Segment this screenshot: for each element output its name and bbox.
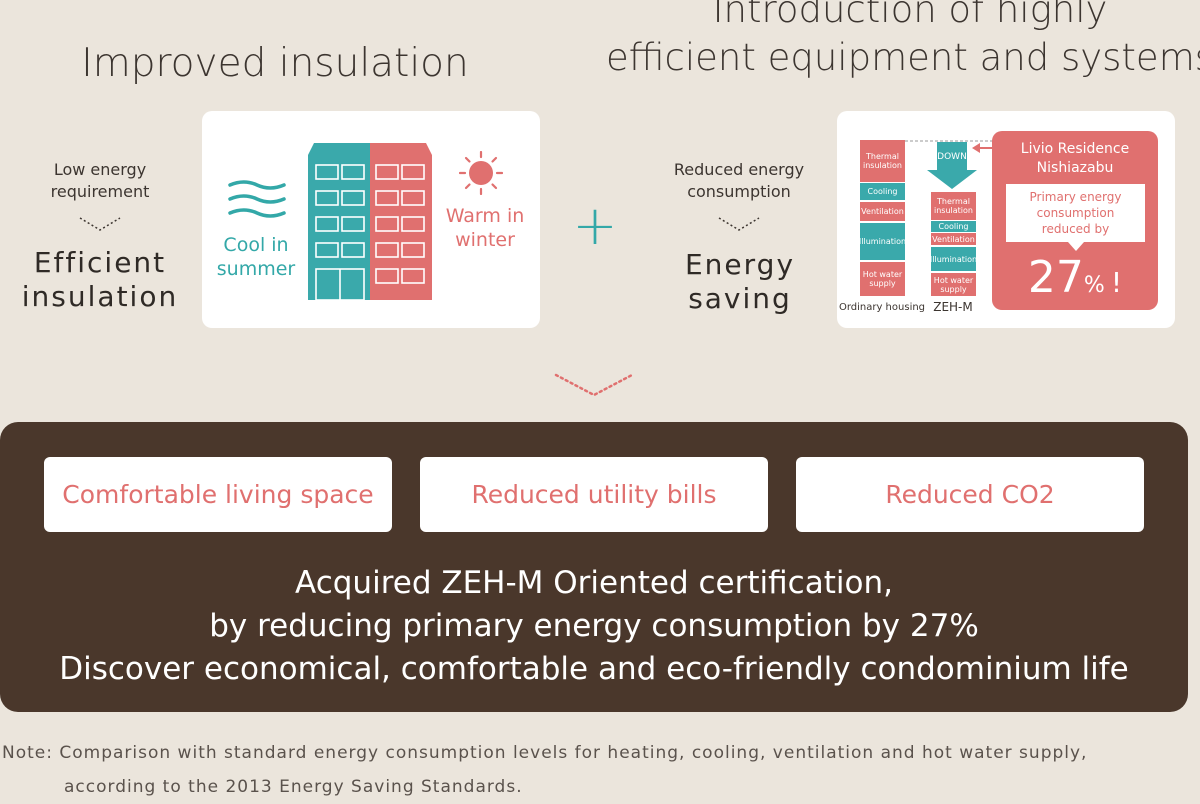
main-message-line2: by reducing primary energy consumption b… — [209, 608, 979, 644]
reduced-energy-line1: Reduced energy — [673, 160, 805, 179]
down-label: DOWN — [937, 152, 967, 162]
pointer-arrow-icon — [972, 143, 994, 153]
reduction-value: 27%! — [992, 252, 1158, 313]
footnote-line1: Note: Comparison with standard energy co… — [2, 743, 1088, 763]
chevron-down-icon — [79, 217, 121, 231]
efficient-line2: insulation — [21, 280, 179, 313]
residence-name-line2: Nishiazabu — [1036, 160, 1114, 176]
chevron-down-icon — [554, 373, 634, 397]
zehm-bar-illumination: Illumination — [930, 247, 977, 271]
low-energy-line2: requirement — [50, 182, 150, 201]
warm-line2: winter — [455, 229, 515, 251]
reduction-line1: Primary energy — [1029, 190, 1122, 204]
energy-saving-label: Energy saving — [640, 248, 840, 316]
low-energy-label: Low energy requirement — [20, 159, 180, 203]
reduction-line2: consumption — [1036, 206, 1115, 220]
cool-line2: summer — [216, 258, 296, 280]
reduction-mark: ! — [1110, 266, 1123, 299]
speech-tail-icon — [1068, 242, 1084, 251]
residence-name-line1: Livio Residence — [1020, 141, 1130, 157]
zehm-bar-hotwater: Hot water supply — [931, 273, 976, 296]
insulation-title: Improved insulation — [81, 41, 469, 86]
reduction-label-box: Primary energy consumption reduced by — [1006, 184, 1145, 242]
residence-name: Livio Residence Nishiazabu — [992, 140, 1158, 178]
ordinary-bar-cooling: Cooling — [860, 183, 905, 200]
benefit-co2: Reduced CO2 — [796, 457, 1144, 532]
main-message-line1: Acquired ZEH-M Oriented certification, — [295, 565, 893, 601]
down-arrow-icon — [927, 142, 977, 189]
chevron-down-icon — [718, 217, 760, 231]
ordinary-bar-ventilation: Ventilation — [860, 202, 905, 221]
low-energy-line1: Low energy — [53, 160, 147, 179]
ordinary-bar-hotwater: Hot water supply — [860, 262, 905, 296]
equipment-title-line1: Introduction of highly — [712, 0, 1108, 31]
warm-winter-label: Warm in winter — [436, 204, 534, 252]
efficient-line1: Efficient — [33, 246, 167, 279]
equipment-title-line2: efficient equipment and systems — [605, 36, 1200, 79]
main-message: Acquired ZEH-M Oriented certification, b… — [0, 562, 1188, 691]
plus-symbol: + — [572, 194, 618, 257]
warm-line1: Warm in — [445, 205, 525, 227]
zehm-bar-thermal: Thermal insulation — [931, 192, 976, 220]
energy-saving-line2: saving — [688, 282, 792, 315]
reduced-energy-line2: consumption — [687, 182, 791, 201]
zehm-bar-ventilation: Ventilation — [931, 233, 976, 245]
main-message-line3: Discover economical, comfortable and eco… — [59, 651, 1129, 687]
wind-icon — [228, 180, 286, 218]
reduction-unit: % — [1083, 273, 1105, 298]
equipment-title: Introduction of highly efficient equipme… — [600, 0, 1200, 82]
benefit-comfortable: Comfortable living space — [44, 457, 392, 532]
building-icon — [308, 143, 432, 300]
reduction-line3: reduced by — [1041, 222, 1110, 236]
zehm-bar-cooling: Cooling — [931, 221, 976, 232]
ordinary-bar-thermal: Thermal insulation — [860, 140, 905, 182]
energy-saving-line1: Energy — [684, 248, 796, 281]
efficient-insulation-label: Efficient insulation — [0, 246, 200, 314]
footnote: Note: Comparison with standard energy co… — [0, 736, 1200, 804]
reduction-number: 27 — [1027, 252, 1084, 303]
cool-line1: Cool in — [223, 234, 289, 256]
zehm-caption: ZEH-M — [933, 300, 973, 314]
ordinary-caption: Ordinary housing — [838, 302, 926, 313]
cool-summer-label: Cool in summer — [206, 233, 306, 281]
benefit-utility-bills: Reduced utility bills — [420, 457, 768, 532]
reduced-energy-label: Reduced energy consumption — [658, 159, 820, 203]
reference-line — [905, 140, 995, 142]
sun-icon — [459, 151, 503, 195]
footnote-line2: according to the 2013 Energy Saving Stan… — [64, 777, 523, 797]
ordinary-bar-illumination: Illumination — [859, 223, 906, 260]
